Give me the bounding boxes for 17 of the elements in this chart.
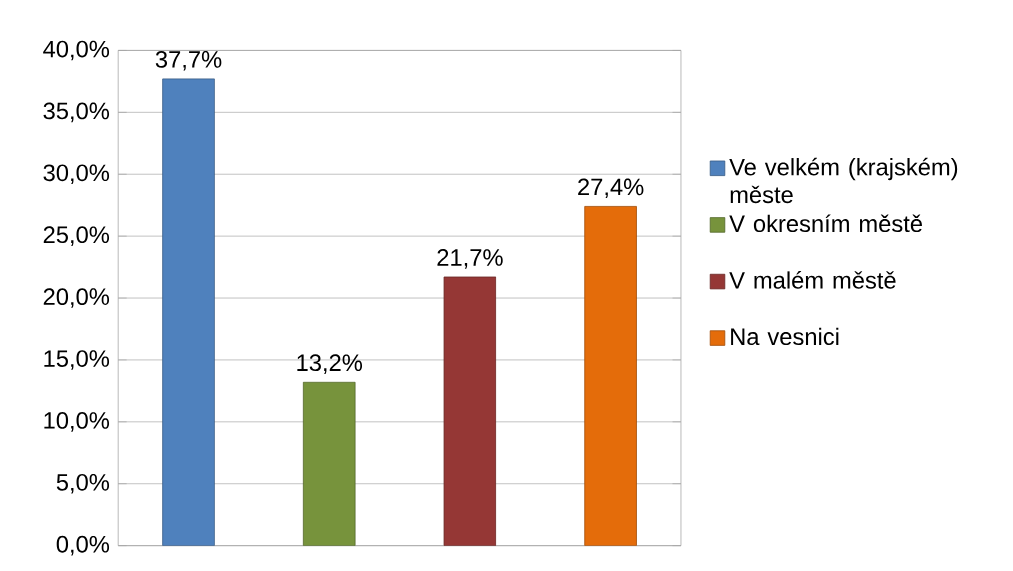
y-tick-label: 30,0% [43, 164, 110, 185]
y-tick-label: 25,0% [43, 226, 110, 246]
legend-label: Na vesnici [731, 327, 839, 346]
y-tick-label: 20,0% [43, 288, 110, 308]
y-tick-label: 0,0% [56, 535, 110, 556]
data-label: 27,4% [578, 178, 644, 199]
legend-label: Ve velkém (krajském) měste [729, 157, 958, 204]
legend-label: V malém městě [729, 271, 896, 289]
y-tick-label: 10,0% [44, 412, 110, 432]
y-tick-label: 35,0% [43, 102, 110, 123]
y-tick-label: 5,0% [56, 473, 110, 494]
data-label: 21,7% [437, 249, 503, 269]
data-label: 13,2% [297, 354, 363, 374]
data-label: 37,7% [155, 51, 222, 71]
y-tick-label: 15,0% [44, 350, 110, 370]
legend-label: V okresním městě [729, 214, 922, 233]
y-tick-label: 40,0% [43, 40, 110, 61]
